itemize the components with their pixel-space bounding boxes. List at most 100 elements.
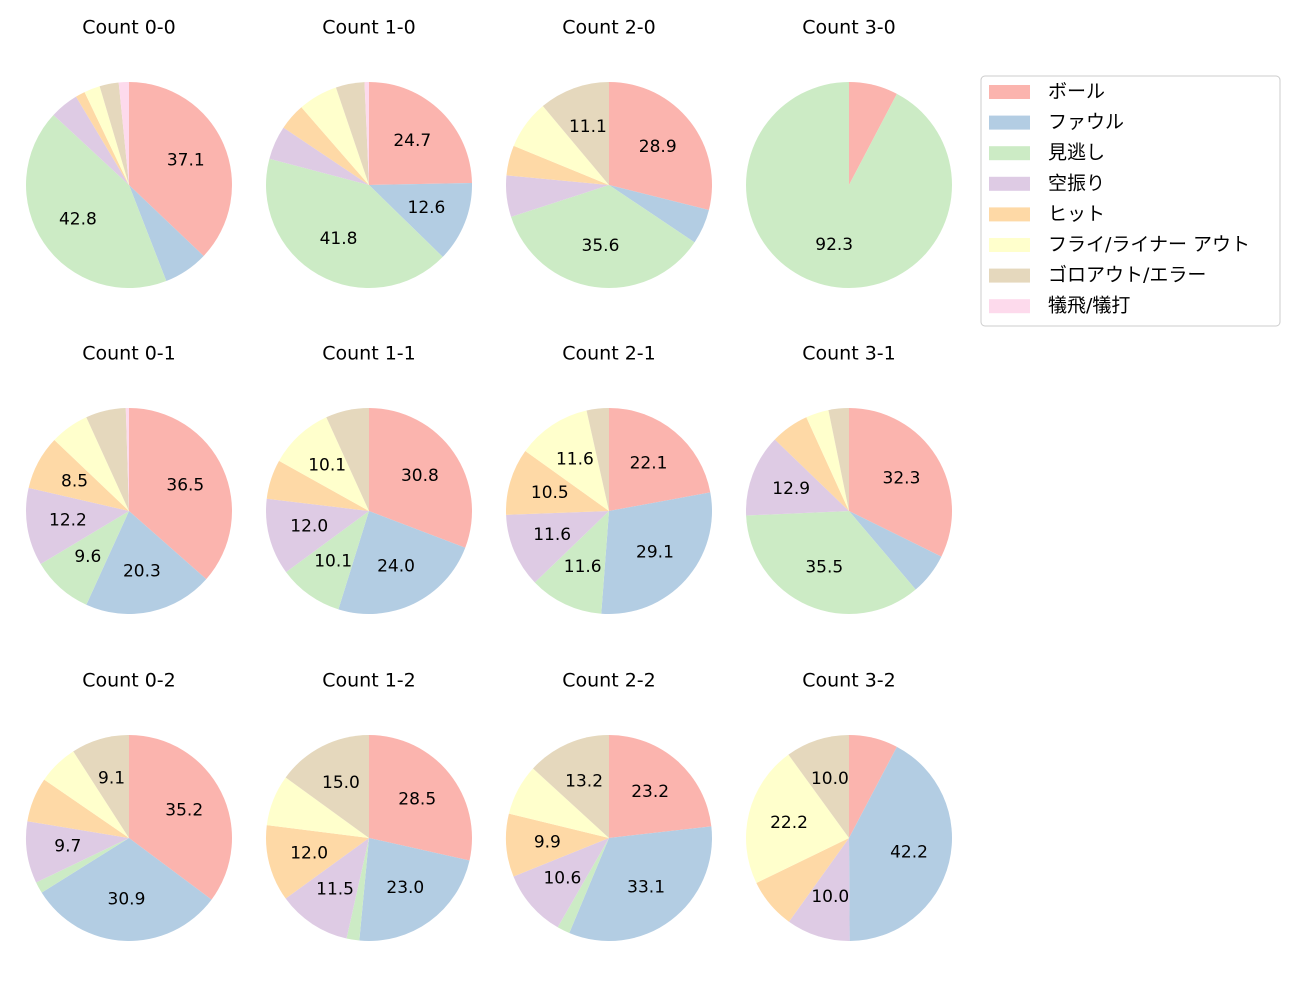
legend-swatch — [989, 299, 1030, 314]
pie-title: Count 1-1 — [322, 343, 416, 365]
pie-slice — [756, 838, 849, 922]
value-label: 29.1 — [636, 542, 674, 562]
pie-slice — [609, 735, 712, 838]
value-label: 92.3 — [815, 235, 853, 255]
value-label: 9.6 — [74, 547, 101, 567]
pie-slice — [369, 82, 472, 185]
pie-slice — [788, 838, 850, 941]
value-label: 28.5 — [398, 789, 436, 809]
pie-slice — [338, 511, 466, 615]
value-label: 10.5 — [531, 483, 569, 503]
pie-slice — [746, 82, 953, 288]
value-label: 9.9 — [534, 832, 561, 852]
pie-slice — [73, 735, 129, 838]
pie-slice — [129, 82, 232, 256]
pie-title: Count 1-2 — [322, 670, 416, 692]
pie-slice — [27, 779, 130, 838]
pie-slice — [601, 492, 712, 614]
pie-slice — [849, 511, 942, 590]
pie-slice — [285, 735, 369, 838]
value-label: 35.5 — [805, 558, 843, 578]
pie-slice — [28, 440, 129, 511]
pie-slice — [129, 735, 233, 900]
legend-label: 見逃し — [1048, 142, 1105, 164]
pie-slice — [828, 408, 849, 511]
pie-slice — [286, 511, 369, 610]
pie-title: Count 2-1 — [562, 343, 656, 365]
legend-label: ヒット — [1048, 203, 1105, 225]
pie-slice — [557, 838, 609, 934]
pie-slice — [849, 82, 897, 185]
pie-slice — [301, 87, 369, 185]
pie-slice — [44, 751, 129, 838]
pie-slice — [129, 185, 204, 282]
pie-title: Count 0-0 — [82, 17, 176, 39]
legend-swatch — [989, 176, 1030, 191]
pie-slice — [774, 417, 849, 511]
legend-swatch — [989, 238, 1030, 252]
pie-slice — [25, 821, 129, 883]
pie-slice — [118, 82, 129, 185]
value-label: 12.0 — [290, 517, 328, 537]
pie-slice — [99, 82, 129, 185]
pie-slice — [40, 511, 129, 605]
value-label: 23.2 — [631, 782, 669, 802]
legend-label: ボール — [1048, 81, 1105, 103]
pie-slice — [609, 185, 709, 243]
pie-slice — [533, 735, 609, 838]
pie-slice — [849, 746, 953, 941]
value-label: 12.0 — [290, 843, 328, 863]
pie-slice — [586, 408, 609, 511]
value-label: 8.5 — [61, 472, 88, 492]
pie-title: Count 0-1 — [82, 343, 176, 365]
pie-slice — [369, 408, 473, 548]
pie-slice — [283, 107, 369, 185]
pie-slice — [364, 82, 369, 185]
legend-swatch — [989, 85, 1030, 99]
pie-slice — [569, 826, 712, 941]
value-label: 24.7 — [393, 131, 431, 151]
value-label: 30.9 — [108, 890, 146, 910]
legend-swatch — [989, 207, 1030, 222]
pie-slice — [36, 838, 130, 893]
pie-slice — [25, 487, 129, 564]
value-label: 9.1 — [98, 769, 125, 789]
legend-label: 空振り — [1048, 172, 1105, 194]
value-label: 37.1 — [167, 151, 205, 171]
pie-slice — [513, 106, 609, 185]
pie-slice — [609, 408, 711, 511]
value-label: 41.8 — [320, 229, 358, 249]
legend-label: ゴロアウト/エラー — [1048, 264, 1206, 286]
pie-slice — [506, 145, 609, 185]
pie-slice — [346, 838, 369, 941]
value-label: 35.2 — [165, 800, 203, 820]
pie-slice — [806, 410, 849, 511]
pie-title: Count 3-0 — [802, 17, 896, 39]
pie-slice — [125, 408, 129, 511]
value-label: 11.6 — [533, 525, 571, 545]
value-label: 11.6 — [556, 449, 594, 469]
pie-slice — [746, 439, 849, 516]
legend-label: 犠飛/犠打 — [1048, 295, 1130, 317]
pie-slice — [506, 511, 609, 583]
pie-slice — [508, 768, 609, 838]
pie-slice — [506, 175, 609, 217]
pie-title: Count 2-0 — [562, 17, 656, 39]
value-label: 30.8 — [401, 466, 439, 486]
pie-slice — [269, 127, 369, 185]
value-label: 24.0 — [377, 557, 415, 577]
pie-slice — [525, 410, 609, 511]
pie-slice — [505, 450, 609, 515]
value-label: 10.0 — [811, 769, 849, 789]
value-label: 20.3 — [123, 561, 161, 581]
value-label: 42.2 — [890, 843, 928, 863]
pie-title: Count 1-0 — [322, 17, 416, 39]
pie-slice — [266, 777, 369, 838]
pie-slice — [335, 82, 369, 185]
legend-swatch — [989, 115, 1030, 130]
pie-title: Count 3-1 — [802, 343, 896, 365]
value-label: 13.2 — [565, 771, 603, 791]
pie-slice — [542, 82, 609, 185]
pie-slice — [285, 838, 369, 939]
